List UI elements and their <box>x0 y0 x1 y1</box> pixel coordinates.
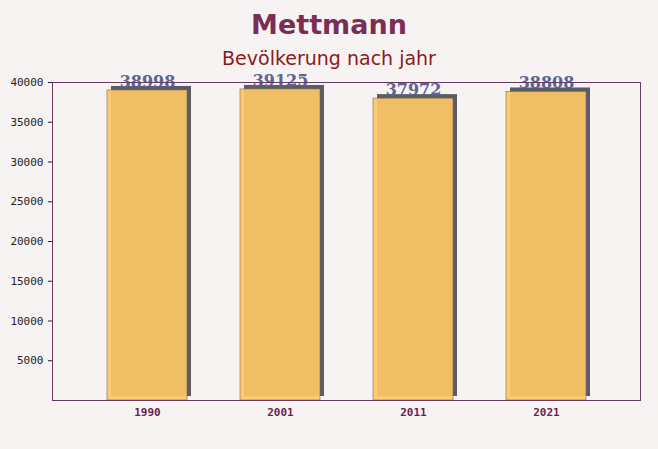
svg-text:30000: 30000 <box>10 156 43 169</box>
svg-text:37972: 37972 <box>385 79 442 99</box>
svg-text:15000: 15000 <box>10 275 43 288</box>
svg-text:5000: 5000 <box>17 354 44 367</box>
svg-text:2001: 2001 <box>267 406 294 419</box>
svg-text:20000: 20000 <box>10 235 43 248</box>
svg-text:35000: 35000 <box>10 116 43 129</box>
svg-text:39125: 39125 <box>253 72 309 90</box>
svg-text:2021: 2021 <box>533 406 560 419</box>
svg-text:25000: 25000 <box>10 195 43 208</box>
svg-text:2011: 2011 <box>400 406 427 419</box>
svg-text:10000: 10000 <box>10 315 43 328</box>
svg-text:1990: 1990 <box>134 406 161 419</box>
html-text:Mettmann: Mettmann <box>251 9 407 40</box>
svg-text:38808: 38808 <box>518 73 575 93</box>
svg-text:40000: 40000 <box>10 76 43 89</box>
svg-text:38998: 38998 <box>120 72 176 91</box>
html-text:Bevölkerung nach jahr: Bevölkerung nach jahr <box>222 47 436 69</box>
